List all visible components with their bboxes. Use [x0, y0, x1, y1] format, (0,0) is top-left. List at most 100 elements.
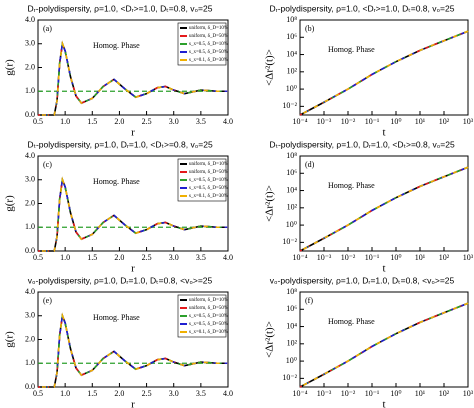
series-line: [299, 30, 469, 116]
legend-label: uniform, δ_D=50%: [189, 170, 228, 175]
x-tick-label: 2.0: [114, 389, 124, 398]
y-axis-label: g(r): [4, 195, 16, 212]
x-tick-label: 1.0: [60, 117, 70, 126]
y-tick-label: 10⁰: [286, 220, 297, 229]
x-tick-label: 1.0: [60, 389, 70, 398]
y-axis-label: <Δr²(t)>: [264, 185, 276, 222]
x-tick-label: 3.0: [169, 253, 179, 262]
x-tick-label: 1.5: [87, 253, 97, 262]
legend-label: s_x=0.5, δ_D=50%: [189, 186, 228, 191]
legend-label: s_x=0.5, δ_D=10%: [189, 178, 228, 183]
x-tick-label: 2.5: [142, 389, 152, 398]
plot-frame: [299, 291, 469, 388]
y-tick-label: 10⁻²: [282, 237, 297, 246]
x-tick-label: 2.0: [114, 253, 124, 262]
y-tick-label: 10⁴: [286, 321, 297, 330]
x-axis-label: t: [382, 127, 385, 139]
y-tick-label: 4.0: [25, 15, 35, 24]
x-tick-label: 3.5: [196, 253, 206, 262]
x-tick-label: 10⁻¹: [365, 117, 380, 126]
x-tick-label: 0.5: [33, 117, 43, 126]
x-tick-label: 4.0: [223, 253, 233, 262]
y-tick-label: 0.0: [25, 110, 35, 119]
legend-label: uniform, δ_D=10%: [189, 298, 228, 303]
x-tick-label: 10⁰: [390, 253, 401, 262]
annotation: Homog. Phase: [328, 317, 375, 326]
y-tick-label: 3.0: [25, 311, 35, 320]
series-line: [299, 302, 469, 388]
y-axis-label: <Δr²(t)>: [264, 49, 276, 86]
x-tick-label: 10³: [463, 253, 474, 262]
y-tick-label: 10⁰: [286, 356, 297, 365]
x-axis-label: r: [131, 263, 135, 275]
y-tick-label: 1.0: [25, 86, 35, 95]
y-tick-label: 10⁸: [286, 287, 297, 296]
y-tick-label: 10⁴: [286, 49, 297, 58]
panel-label: (f): [305, 296, 313, 305]
y-axis-label: g(r): [4, 331, 16, 348]
annotation: Homog. Phase: [93, 41, 140, 50]
legend-label: uniform, δ_D=50%: [189, 34, 228, 39]
panel-title: Dᵣ-polydispersity, ρ=1.0, <Dᵣ>=1.0, Dₜ=0…: [28, 3, 213, 13]
panel-label: (c): [43, 160, 52, 169]
x-tick-label: 10⁻³: [317, 389, 332, 398]
x-tick-label: 10³: [463, 389, 474, 398]
x-tick-label: 10²: [439, 253, 450, 262]
y-tick-label: 10⁶: [286, 304, 297, 313]
y-axis-label: g(r): [4, 59, 16, 76]
x-tick-label: 10⁻²: [341, 389, 356, 398]
x-axis-label: t: [382, 263, 385, 275]
x-tick-label: 2.0: [114, 117, 124, 126]
panel-label: (a): [43, 24, 52, 33]
series-line: [38, 312, 228, 388]
series-line: [299, 166, 469, 252]
y-tick-label: 10⁴: [286, 185, 297, 194]
legend-label: uniform, δ_D=10%: [189, 26, 228, 31]
x-tick-label: 2.5: [142, 253, 152, 262]
series-line: [299, 302, 469, 388]
x-axis-label: r: [131, 127, 135, 139]
panel-title: Dₜ-polydispersity, ρ=1.0, Dᵣ=1.0, <Dₜ>=0…: [27, 139, 213, 149]
y-tick-label: 10²: [287, 67, 298, 76]
series-line: [299, 166, 469, 252]
y-tick-label: 10⁻²: [282, 101, 297, 110]
x-tick-label: 10²: [439, 117, 450, 126]
plot-frame: [299, 19, 469, 116]
x-tick-label: 10¹: [415, 253, 426, 262]
x-tick-label: 1.5: [87, 117, 97, 126]
x-tick-label: 10¹: [415, 117, 426, 126]
legend-label: s_x=0.5, δ_D=10%: [189, 314, 228, 319]
x-axis-label: t: [382, 399, 385, 408]
y-tick-label: 10⁶: [286, 32, 297, 41]
legend-label: s_x=0.1, δ_D=30%: [189, 330, 228, 335]
series-line: [299, 30, 469, 116]
y-tick-label: 4.0: [25, 287, 35, 296]
x-tick-label: 3.0: [169, 117, 179, 126]
y-axis-label: <Δr²(t)>: [264, 321, 276, 358]
x-tick-label: 3.0: [169, 389, 179, 398]
panel-label: (b): [305, 24, 315, 33]
plot-frame: [299, 155, 469, 252]
y-tick-label: 10⁶: [286, 168, 297, 177]
x-tick-label: 10⁻²: [341, 253, 356, 262]
y-tick-label: 10²: [287, 203, 298, 212]
x-tick-label: 10⁻⁴: [292, 117, 307, 126]
legend-label: s_x=0.1, δ_D=30%: [189, 194, 228, 199]
y-tick-label: 4.0: [25, 151, 35, 160]
x-tick-label: 4.0: [223, 117, 233, 126]
annotation: Homog. Phase: [93, 313, 140, 322]
x-tick-label: 10⁻³: [317, 117, 332, 126]
y-tick-label: 10²: [287, 339, 298, 348]
legend-label: s_x=0.5, δ_D=50%: [189, 322, 228, 327]
legend-label: uniform, δ_D=10%: [189, 162, 228, 167]
y-tick-label: 0.0: [25, 382, 35, 391]
x-tick-label: 10⁻¹: [365, 389, 380, 398]
x-tick-label: 10³: [463, 117, 474, 126]
y-tick-label: 3.0: [25, 39, 35, 48]
x-tick-label: 10⁰: [390, 117, 401, 126]
panel-title: Dₜ-polydispersity, ρ=1.0, Dᵣ=1.0, <Dₜ>=0…: [269, 139, 455, 149]
legend-label: s_x=0.5, δ_D=50%: [189, 50, 228, 55]
series-line: [38, 40, 228, 116]
annotation: Homog. Phase: [328, 45, 375, 54]
